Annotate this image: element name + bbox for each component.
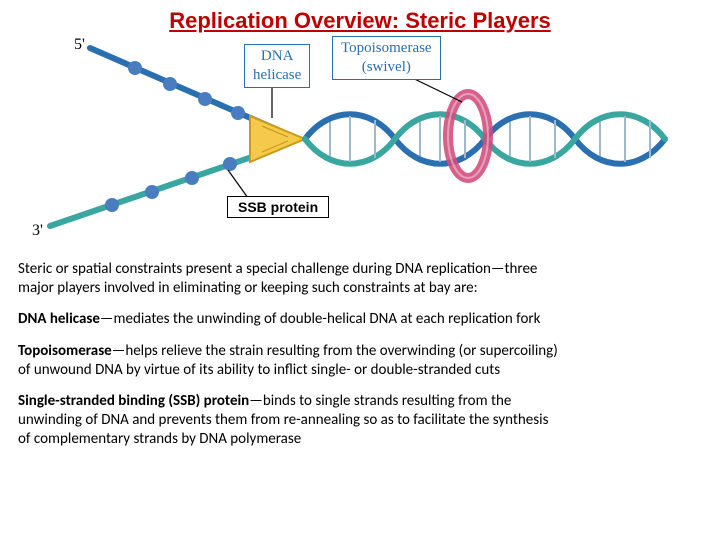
helicase-label-line2: helicase bbox=[253, 67, 301, 83]
ssb-text2: unwinding of DNA and prevents them from … bbox=[18, 411, 548, 429]
helicase-text: —mediates the unwinding of double-helica… bbox=[100, 310, 541, 328]
helicase-label-box: DNA helicase bbox=[244, 44, 310, 88]
five-prime-label: 5' bbox=[74, 36, 85, 54]
topo-bold: Topoisomerase bbox=[18, 342, 112, 360]
ssb-paragraph: Single-stranded binding (SSB) protein—bi… bbox=[18, 392, 702, 448]
ssb-label-box: SSB protein bbox=[227, 196, 329, 218]
topo-text2: of unwound DNA by virtue of its ability … bbox=[18, 361, 500, 379]
topo-label-line2: (swivel) bbox=[362, 59, 411, 75]
ssb-text3: of complementary strands by DNA polymera… bbox=[18, 430, 301, 448]
topoisomerase-label-box: Topoisomerase (swivel) bbox=[332, 36, 441, 80]
intro-paragraph: Steric or spatial constraints present a … bbox=[18, 260, 702, 298]
topo-label-line1: Topoisomerase bbox=[341, 40, 432, 56]
topo-text1: —helps relieve the strain resulting from… bbox=[112, 342, 558, 360]
ssb-text1: —binds to single strands resulting from … bbox=[249, 392, 511, 410]
replication-diagram: 5' 3' DNA helicase Topoisomerase (swivel… bbox=[30, 36, 690, 246]
intro-line2: major players involved in eliminating or… bbox=[18, 279, 478, 297]
helicase-bold: DNA helicase bbox=[18, 310, 100, 328]
helicase-paragraph: DNA helicase—mediates the unwinding of d… bbox=[18, 310, 702, 329]
page-title: Replication Overview: Steric Players bbox=[0, 0, 720, 34]
intro-line1: Steric or spatial constraints present a … bbox=[18, 260, 537, 278]
topo-paragraph: Topoisomerase—helps relieve the strain r… bbox=[18, 342, 702, 380]
three-prime-label: 3' bbox=[32, 222, 43, 240]
ssb-bold: Single-stranded binding (SSB) protein bbox=[18, 392, 249, 410]
helicase-label-line1: DNA bbox=[261, 48, 294, 64]
